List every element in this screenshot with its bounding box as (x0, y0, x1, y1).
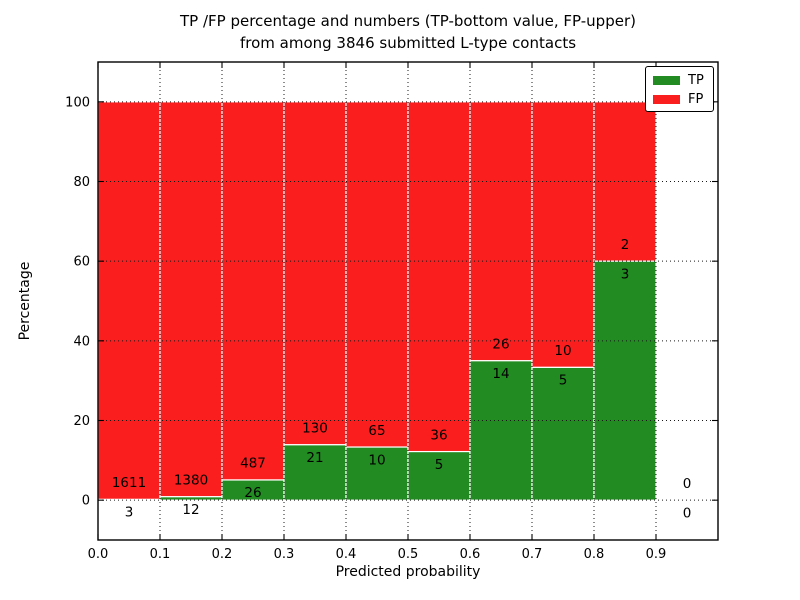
x-tick-label-0.5: 0.5 (398, 547, 419, 562)
annotation-fp-8: 2 (621, 237, 630, 253)
y-tick-label-80: 80 (73, 175, 90, 190)
y-tick-label-60: 60 (73, 255, 90, 270)
legend-entry-fp: FP (653, 90, 713, 109)
axes-frame (97, 61, 719, 541)
annotation-tp-8: 3 (621, 266, 630, 282)
bar-fp-7 (531, 101, 595, 368)
bar-tp-7 (531, 366, 595, 501)
x-tick-label-0.7: 0.7 (522, 547, 543, 562)
annotation-fp-6: 26 (492, 337, 509, 353)
annotation-fp-7: 10 (554, 343, 571, 359)
bar-tp-1 (159, 496, 223, 501)
legend-label-tp: TP (688, 73, 704, 88)
annotation-fp-5: 36 (430, 427, 447, 443)
chart-title-line2: from among 3846 submitted L-type contact… (239, 34, 577, 52)
annotation-fp-4: 65 (368, 423, 385, 439)
x-tick-label-0.2: 0.2 (212, 547, 233, 562)
bar-tp-5 (407, 450, 471, 501)
bar-tp-4 (345, 446, 409, 501)
x-tick-label-0.6: 0.6 (460, 547, 481, 562)
annotation-tp-3: 21 (306, 450, 323, 466)
annotation-fp-1: 1380 (174, 473, 208, 489)
chart-title-line1: TP /FP percentage and numbers (TP-bottom… (180, 12, 636, 30)
bar-fp-0 (97, 101, 161, 501)
x-tick-label-0.4: 0.4 (336, 547, 357, 562)
bar-fp-5 (407, 101, 471, 453)
bar-tp-8 (593, 260, 657, 501)
y-tick-label-40: 40 (73, 334, 90, 349)
tp-swatch-icon (653, 76, 680, 85)
y-tick-label-20: 20 (73, 414, 90, 429)
annotation-tp-5: 5 (435, 457, 444, 473)
bar-fp-4 (345, 101, 409, 448)
y-axis-label: Percentage (17, 261, 33, 341)
bar-fp-6 (469, 101, 533, 362)
legend: TP FP (645, 66, 714, 112)
annotation-fp-2: 487 (240, 456, 266, 472)
annotation-fp-3: 130 (302, 421, 328, 437)
annotation-tp-7: 5 (559, 373, 568, 389)
annotation-tp-1: 12 (182, 502, 199, 518)
annotation-tp-6: 14 (492, 366, 509, 382)
bar-fp-2 (221, 101, 285, 481)
x-tick-label-0.0: 0.0 (88, 547, 109, 562)
annotation-tp-4: 10 (368, 452, 385, 468)
x-tick-label-0.3: 0.3 (274, 547, 295, 562)
x-tick-label-0.9: 0.9 (646, 547, 667, 562)
annotation-fp-0: 1611 (112, 475, 146, 491)
x-tick-label-0.1: 0.1 (150, 547, 171, 562)
x-tick-label-0.8: 0.8 (584, 547, 605, 562)
fp-swatch-icon (653, 95, 680, 104)
chart-title: TP /FP percentage and numbers (TP-bottom… (98, 10, 718, 54)
annotation-tp-2: 26 (244, 485, 261, 501)
x-axis-label: Predicted probability (335, 564, 481, 580)
legend-label-fp: FP (688, 92, 704, 107)
annotation-tp-0: 3 (125, 505, 134, 521)
legend-entry-tp: TP (653, 71, 713, 90)
bar-fp-1 (159, 101, 223, 498)
y-tick-label-100: 100 (65, 95, 90, 110)
bar-fp-3 (283, 101, 347, 446)
annotation-fp-9: 0 (683, 476, 692, 492)
annotation-tp-9: 0 (683, 505, 692, 521)
y-tick-label-0: 0 (82, 494, 90, 509)
